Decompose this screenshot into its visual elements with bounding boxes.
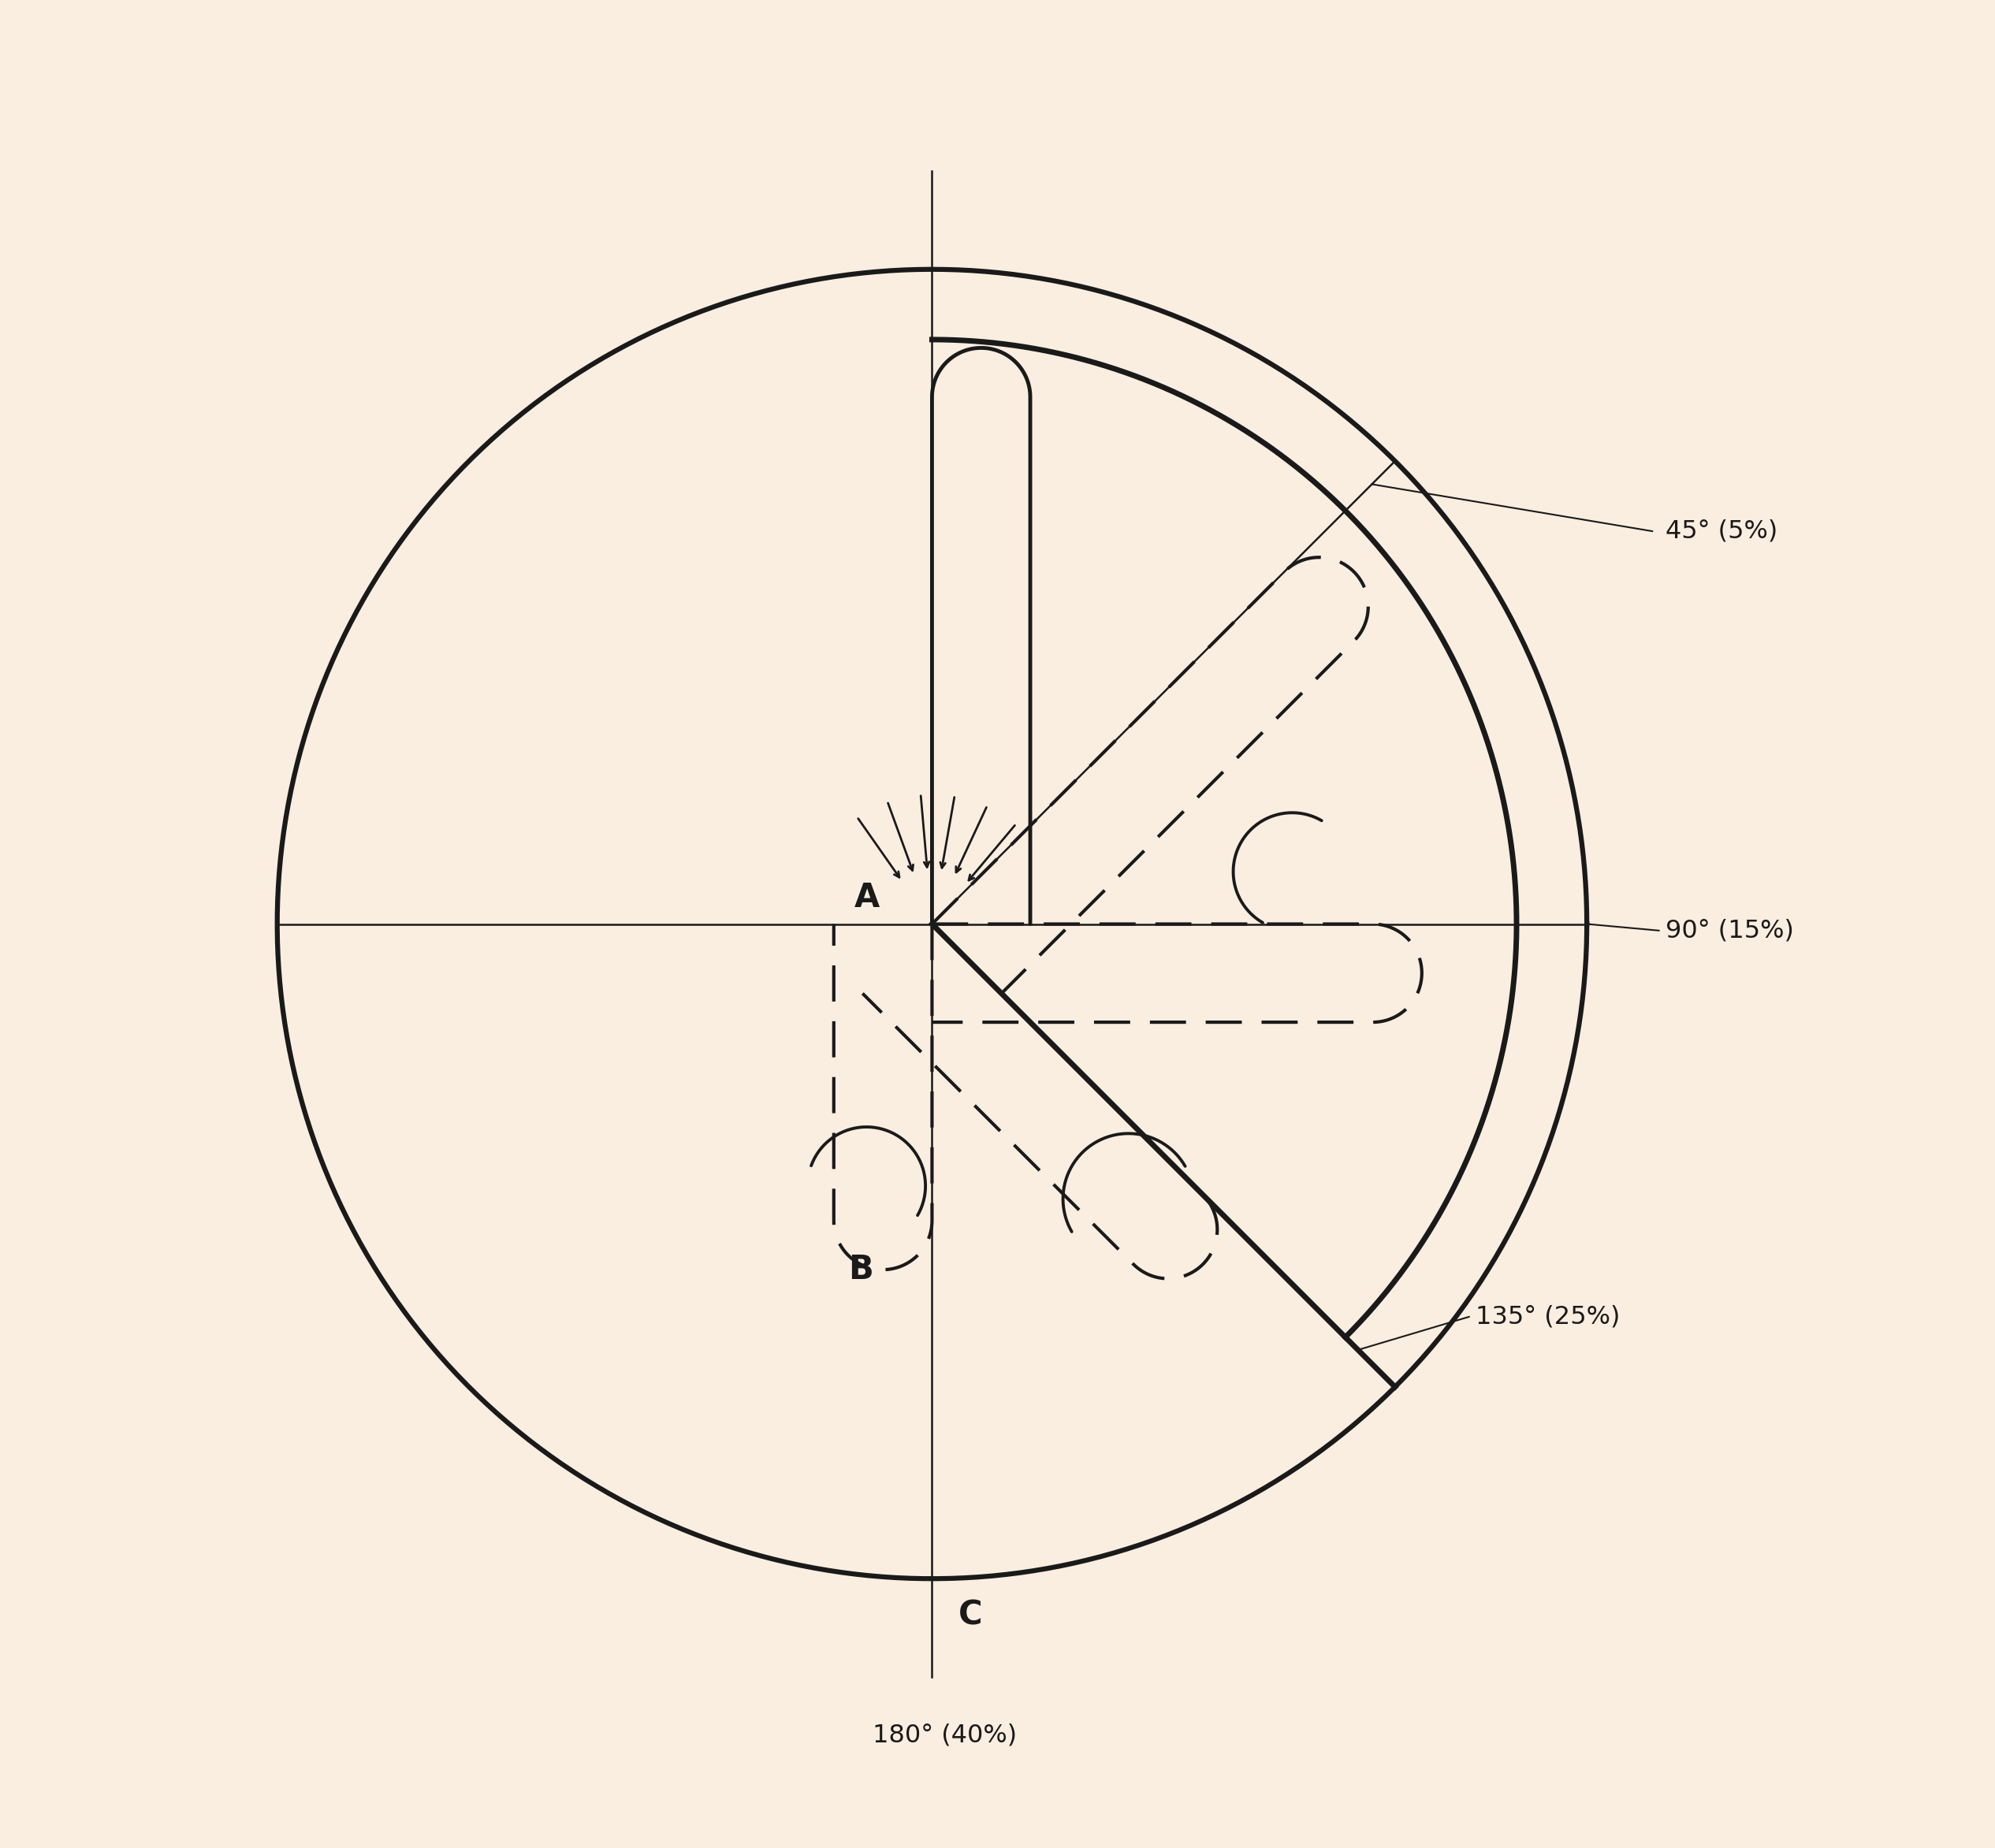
Text: 180° (40%): 180° (40%) [874,1722,1017,1746]
Text: 90° (15%): 90° (15%) [1666,918,1794,942]
Text: 135° (25%): 135° (25%) [1476,1305,1620,1329]
Text: A: A [854,881,880,915]
Text: 45° (5%): 45° (5%) [1666,519,1778,543]
Text: C: C [958,1599,982,1632]
Text: B: B [848,1253,874,1286]
